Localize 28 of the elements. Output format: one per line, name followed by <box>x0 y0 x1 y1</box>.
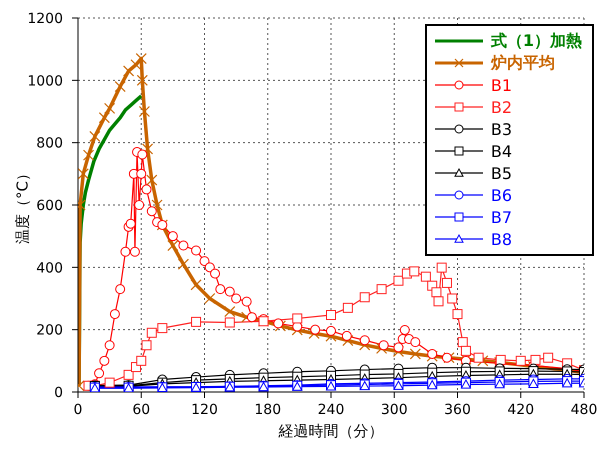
x-tick-label: 0 <box>74 402 82 418</box>
legend-label: 炉内平均 <box>490 52 555 74</box>
legend-label: B8 <box>490 230 512 248</box>
legend-label: B5 <box>490 164 512 182</box>
legend-label: B1 <box>490 76 512 94</box>
legend-label: B7 <box>490 208 512 226</box>
x-tick-label: 360 <box>444 402 471 418</box>
x-tick-label: 120 <box>191 402 218 418</box>
legend-label: B3 <box>490 120 512 138</box>
y-tick-label: 1000 <box>27 73 63 90</box>
y-tick-label: 200 <box>36 322 63 339</box>
x-tick-label: 300 <box>380 402 408 418</box>
legend-label: 式（1）加熱 <box>490 30 582 52</box>
x-tick-label: 240 <box>318 402 344 418</box>
y-tick-label: 600 <box>36 198 63 214</box>
x-tick-label: 180 <box>254 402 282 418</box>
y-tick-label: 800 <box>36 136 63 152</box>
legend-label: B6 <box>490 186 512 204</box>
x-axis-title: 経過時間（分） <box>278 422 384 440</box>
legend-label: B4 <box>490 142 512 160</box>
y-tick-label: 0 <box>54 384 63 401</box>
x-tick-label: 420 <box>507 402 534 418</box>
y-axis-title: 温度（°C） <box>13 166 32 244</box>
x-tick-label: 480 <box>570 402 598 418</box>
x-tick-label: 60 <box>132 402 150 418</box>
y-tick-label: 400 <box>36 260 63 276</box>
legend-label: B2 <box>490 98 512 116</box>
y-tick-label: 1200 <box>27 10 63 27</box>
